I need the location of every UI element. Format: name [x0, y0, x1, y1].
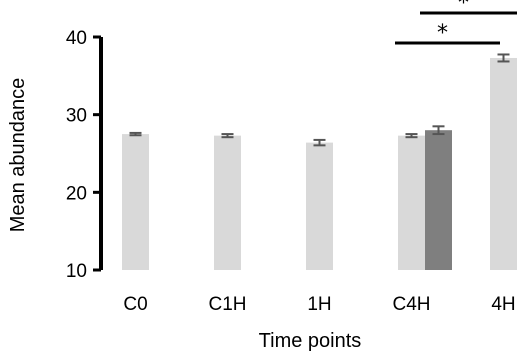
- significance-group: **: [395, 0, 517, 46]
- x-tick-label: C4H: [392, 294, 430, 315]
- error-bars-group: [129, 53, 510, 147]
- x-tick-label: C0: [123, 294, 147, 315]
- bar: [490, 57, 517, 270]
- y-tick-label: 40: [66, 28, 87, 49]
- x-tick-label: C1H: [208, 294, 246, 315]
- x-labels-group: C0 C1H 1H C4H 4H: [123, 294, 515, 315]
- x-axis-title: Time points: [259, 330, 362, 352]
- bar: [306, 142, 333, 270]
- x-tick-label: 4H: [491, 294, 515, 315]
- bars-group: [122, 57, 517, 270]
- y-tick-label: 10: [66, 261, 87, 282]
- bar: [214, 135, 241, 270]
- bar: [425, 130, 452, 270]
- bar: [398, 135, 425, 270]
- x-tick-label: 1H: [307, 294, 331, 315]
- significance-star: *: [458, 0, 469, 16]
- bar: [122, 134, 149, 270]
- y-axis-title: Mean abundance: [7, 78, 29, 233]
- y-tick-label: 30: [66, 106, 87, 127]
- y-ticks-group: 10 20 30 40: [66, 28, 101, 282]
- y-tick-label: 20: [66, 183, 87, 204]
- significance-star: *: [437, 21, 448, 46]
